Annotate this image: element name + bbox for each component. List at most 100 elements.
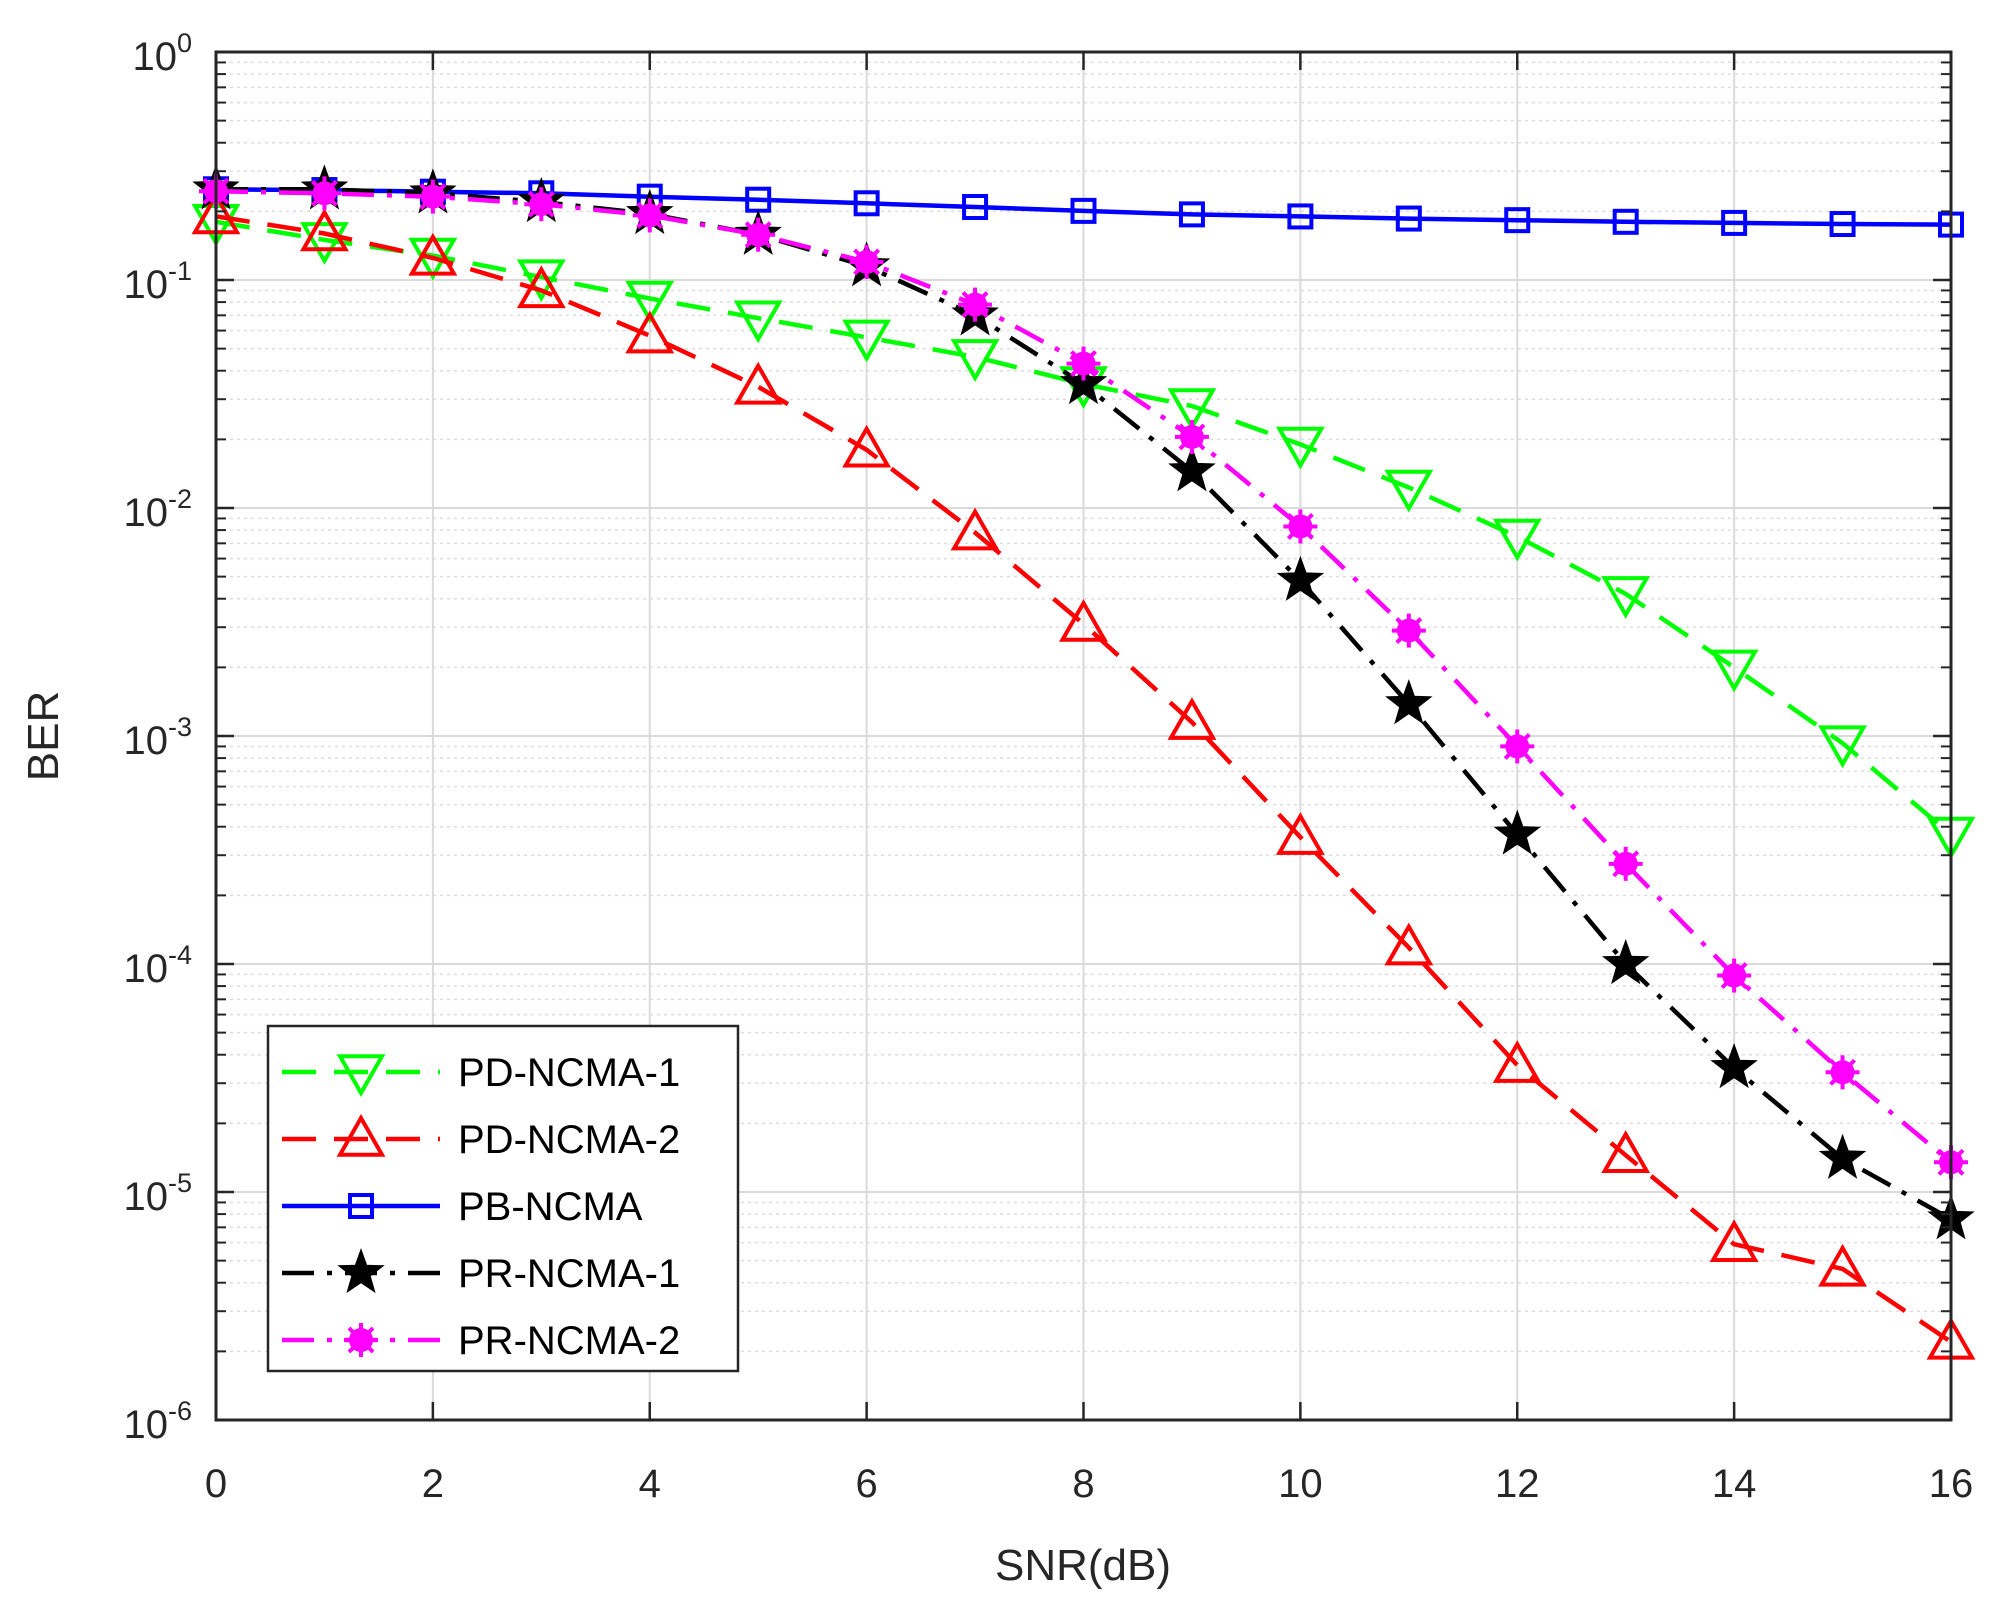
series-line-pd-ncma-1 [215,219,1953,837]
data-point-pd-ncma-1 [733,300,783,344]
data-point-pd-ncma-2 [516,265,566,309]
data-point-pb-ncma [1178,201,1205,228]
data-point-pd-ncma-1 [1601,576,1651,619]
asterisk-spoke [1503,732,1531,760]
legend-box [266,1024,740,1373]
data-point-pr-ncma-2 [1391,613,1426,648]
legend-marker-pb-ncma [348,1193,374,1219]
legend-label: PD-NCMA-1 [458,1051,680,1095]
data-point-pb-ncma [1829,211,1856,238]
y-tick-label: 10-4 [123,940,192,991]
data-point-pd-ncma-2 [1492,1040,1542,1083]
data-point-pr-ncma-2 [1283,509,1318,544]
y-tick-label: 10-2 [123,484,192,535]
data-point-pr-ncma-1 [1276,555,1325,601]
asterisk-spoke [311,179,338,207]
y-tick-label: 10-3 [123,712,192,763]
x-tick-label: 16 [1929,1462,1974,1506]
data-point-pd-ncma-2 [1059,598,1108,642]
x-tick-label: 4 [639,1462,661,1506]
data-point-pr-ncma-2 [1066,346,1101,381]
data-point-pr-ncma-2 [415,179,450,214]
data-point-pr-ncma-1 [1602,939,1650,985]
x-axis-title: SNR(dB) [995,1541,1171,1590]
data-point-pd-ncma-2 [408,232,458,276]
y-tick-exponent: 0 [177,28,192,58]
asterisk-spoke [1612,850,1640,878]
data-point-pd-ncma-2 [299,208,349,252]
legend-label: PB-NCMA [458,1185,643,1229]
asterisk-spoke [1286,513,1314,540]
data-point-pr-ncma-1 [1818,1133,1867,1179]
data-point-pd-ncma-2 [1601,1130,1651,1173]
asterisk-spoke [1178,423,1206,451]
asterisk-spoke [1720,962,1748,989]
y-tick-label: 10-5 [123,1168,192,1219]
data-point-pr-ncma-1 [1385,679,1433,725]
y-tick-exponent: -6 [168,1396,192,1426]
y-tick-base: 10 [123,719,168,763]
data-point-pd-ncma-1 [299,222,349,265]
axis-ticks [214,50,1953,1422]
data-point-pd-ncma-1 [1275,426,1325,470]
asterisk-spoke [853,248,881,276]
data-point-pd-ncma-2 [625,310,675,354]
data-point-pr-ncma-1 [1710,1043,1758,1089]
data-point-pr-ncma-2 [1500,729,1535,764]
asterisk-spoke [1070,350,1097,378]
data-point-pb-ncma [1504,207,1531,234]
data-point-pd-ncma-2 [1275,812,1325,855]
asterisk-spoke [1395,617,1423,645]
data-point-pb-ncma [1070,197,1097,224]
data-point-pb-ncma [1287,203,1314,230]
legend: PD-NCMA-1 PD-NCMA-2 PB-NCMA PR-NCMA-1 PR-NCM… [266,1024,740,1373]
legend-label: PD-NCMA-2 [458,1118,680,1162]
y-tick-exponent: -4 [168,940,192,970]
x-tick-label: 14 [1712,1462,1757,1506]
data-point-pd-ncma-1 [950,339,1000,382]
data-point-pr-ncma-2 [1174,419,1209,454]
y-tick-base: 10 [123,947,168,991]
data-point-pd-ncma-1 [625,280,675,324]
legend-label: PR-NCMA-2 [458,1319,680,1363]
data-point-pr-ncma-2 [849,244,884,279]
y-tick-label: 10-6 [123,1396,192,1447]
data-point-pb-ncma [1721,209,1748,236]
x-tick-label: 2 [422,1462,444,1506]
data-point-pr-ncma-2 [1608,846,1643,881]
data-point-pd-ncma-1 [1167,388,1217,432]
legend-marker-pd-ncma-1 [336,1054,386,1098]
data-point-pr-ncma-2 [958,287,993,322]
x-tick-label: 6 [856,1462,878,1506]
legend-marker-pr-ncma-1 [337,1248,385,1294]
data-point-pb-ncma [1395,205,1422,232]
data-point-pd-ncma-1 [1709,649,1759,693]
y-tick-label: 100 [132,28,192,79]
asterisk-spoke [419,183,447,211]
y-tick-base: 10 [123,1175,168,1219]
y-tick-label: 10-1 [123,256,192,307]
data-point-pr-ncma-2 [1825,1055,1860,1090]
data-point-pd-ncma-2 [950,507,1000,551]
y-tick-exponent: -1 [168,256,192,286]
y-axis-title: BER [19,691,68,781]
data-point-pd-ncma-1 [516,259,566,303]
x-tick-label: 8 [1072,1462,1094,1506]
data-point-pr-ncma-1 [1059,359,1108,405]
data-point-pd-ncma-2 [842,424,892,468]
data-point-pb-ncma [962,194,989,221]
data-point-pd-ncma-2 [733,361,783,405]
data-point-pr-ncma-1 [1168,446,1216,492]
data-point-pd-ncma-1 [1818,725,1868,769]
series-line-pd-ncma-2 [215,214,1953,1344]
y-tick-exponent: -2 [168,484,192,514]
data-point-pr-ncma-2 [632,198,667,233]
data-point-pd-ncma-2 [1167,697,1217,740]
legend-item-pd-ncma-2: PD-NCMA-2 [282,1113,680,1162]
asterisk-spoke [527,190,555,218]
data-point-pb-ncma [853,190,880,217]
legend-marker-pr-ncma-2 [344,1323,378,1357]
asterisk-spoke [1829,1058,1856,1086]
